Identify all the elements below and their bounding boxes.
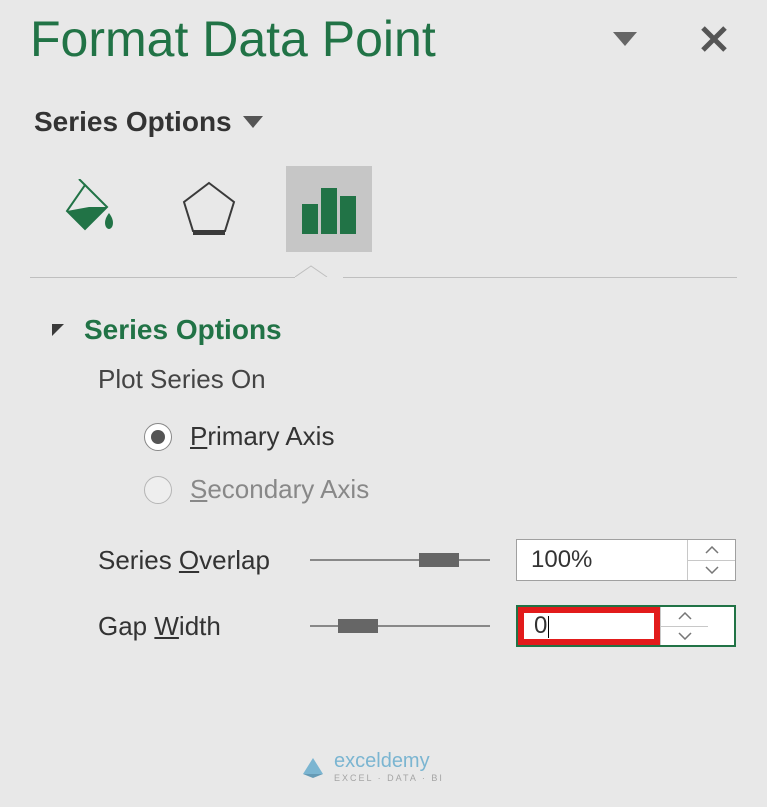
watermark: exceldemy EXCEL · DATA · BI [300,750,444,783]
primary-axis-radio[interactable]: Primary Axis [144,421,737,452]
series-options-collapse[interactable]: Series Options [50,314,737,346]
spinner-buttons [660,607,708,645]
gap-width-highlight: 0 [518,607,660,645]
gap-width-label: Gap Width [98,611,310,642]
spinner-up-icon[interactable] [661,607,708,626]
bar-chart-icon [298,182,360,236]
series-overlap-slider[interactable] [310,545,490,575]
title-row: Format Data Point [30,10,737,88]
watermark-icon [300,754,326,780]
gap-width-spinner[interactable]: 0 [516,605,736,647]
plot-series-on-group: Primary Axis Secondary Axis [98,421,737,505]
series-overlap-input[interactable] [517,540,687,580]
secondary-axis-radio: Secondary Axis [144,474,737,505]
gap-width-input[interactable]: 0 [524,608,654,644]
watermark-sub: EXCEL · DATA · BI [334,773,444,783]
fill-line-tab[interactable] [46,166,132,252]
radio-icon [144,423,172,451]
series-options-tab[interactable] [286,166,372,252]
spinner-buttons [687,540,735,580]
format-data-point-pane: Format Data Point Series Options [0,0,767,677]
series-overlap-spinner[interactable] [516,539,736,581]
series-options-dropdown-label: Series Options [34,106,232,138]
format-tabs [30,160,737,252]
tab-divider [30,264,737,292]
series-options-dropdown[interactable]: Series Options [34,106,737,138]
plot-series-on-label: Plot Series On [98,364,737,395]
spinner-up-icon[interactable] [688,540,735,560]
series-options-section: Series Options Plot Series On Primary Ax… [30,314,737,647]
collapse-triangle-icon [50,322,66,338]
effects-tab[interactable] [166,166,252,252]
series-overlap-label: Series Overlap [98,545,310,576]
paint-bucket-icon [59,179,119,239]
gap-width-slider[interactable] [310,611,490,641]
watermark-brand: exceldemy [334,750,430,772]
chevron-down-icon [242,115,264,129]
primary-axis-label: Primary Axis [190,421,334,452]
pentagon-icon [179,177,239,241]
radio-icon [144,476,172,504]
task-pane-options-icon[interactable] [611,30,639,48]
gap-width-row: Gap Width 0 [98,605,737,647]
spinner-down-icon[interactable] [661,626,708,646]
close-icon[interactable] [699,24,729,54]
pane-title: Format Data Point [30,10,436,68]
series-options-heading: Series Options [84,314,282,346]
series-overlap-row: Series Overlap [98,539,737,581]
secondary-axis-label: Secondary Axis [190,474,369,505]
spinner-down-icon[interactable] [688,560,735,581]
